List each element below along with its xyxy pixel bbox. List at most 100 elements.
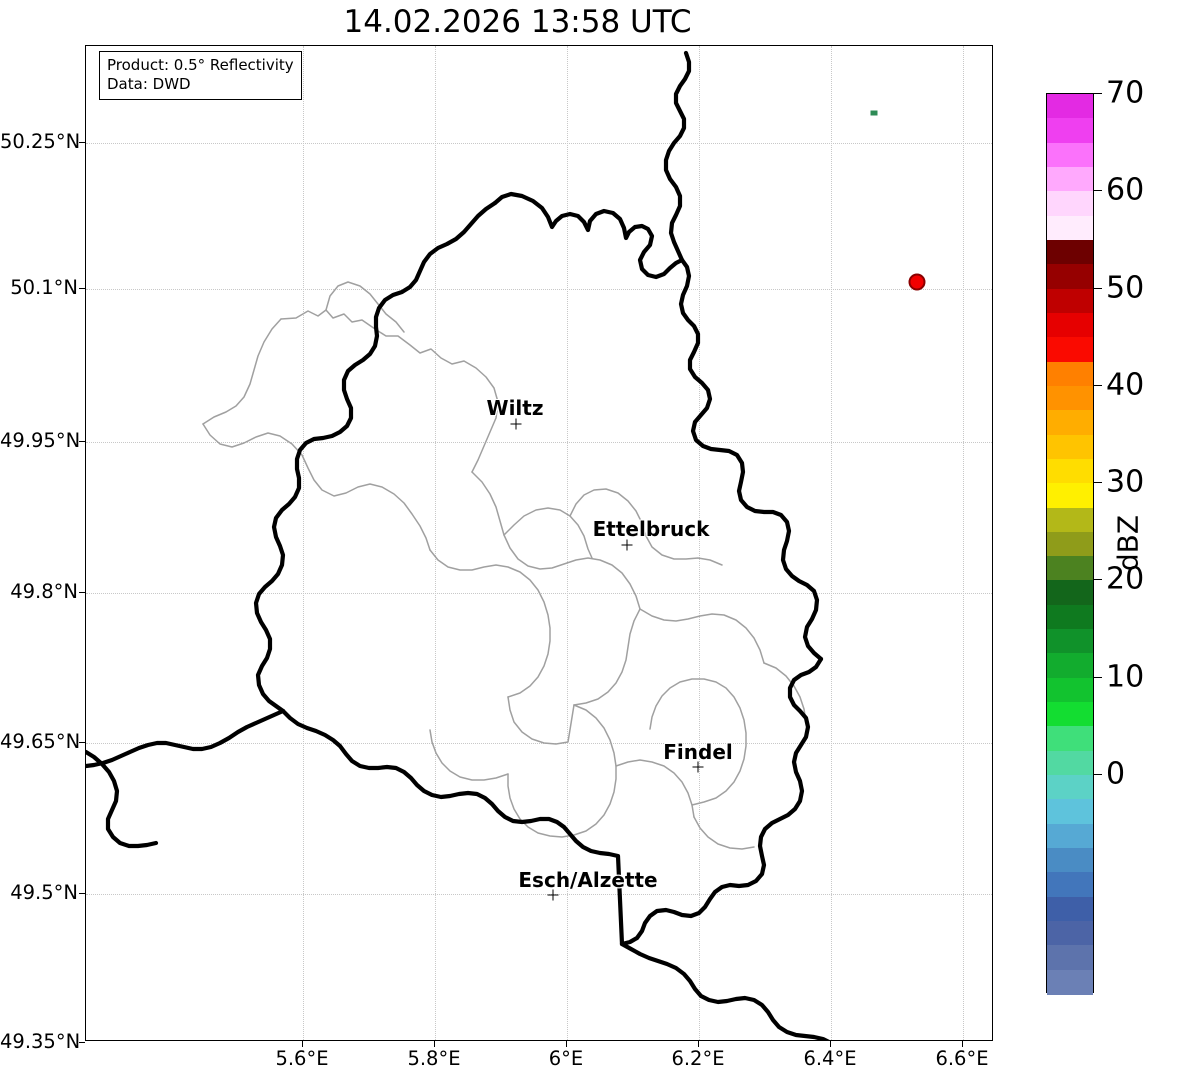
colorbar-tick-mark xyxy=(1094,579,1102,581)
colorbar-tick-mark xyxy=(1094,93,1102,94)
colorbar-band xyxy=(1047,848,1093,873)
colorbar-tick-mark xyxy=(1094,774,1102,776)
y-axis-tick-label: 49.5°N xyxy=(10,881,78,904)
x-axis-tick-mark xyxy=(302,1041,303,1047)
colorbar-band xyxy=(1047,726,1093,752)
colorbar-band xyxy=(1047,361,1093,387)
colorbar-band xyxy=(1047,410,1093,436)
colorbar-band xyxy=(1047,629,1093,655)
product-info-box: Product: 0.5° Reflectivity Data: DWD xyxy=(99,51,302,101)
colorbar-band xyxy=(1047,799,1093,825)
gridline-vertical xyxy=(567,46,568,1040)
gridline-vertical xyxy=(963,46,964,1040)
city-marker-icon xyxy=(547,889,559,901)
colorbar-band xyxy=(1047,702,1093,728)
y-axis-tick-mark xyxy=(79,288,85,289)
colorbar-tick-mark xyxy=(1094,676,1102,678)
colorbar-axis-label: dBZ xyxy=(1111,514,1145,572)
y-axis-tick-label: 49.8°N xyxy=(10,580,78,603)
canton-boundaries xyxy=(202,281,807,850)
city-marker-icon xyxy=(510,418,522,430)
map-plot-area[interactable]: Wiltz Ettelbruck Findel Esch/Alzette xyxy=(85,45,993,1041)
x-axis-tick-label: 6.4°E xyxy=(803,1047,857,1070)
colorbar-band xyxy=(1047,458,1093,484)
gridline-horizontal xyxy=(86,894,992,895)
radar-echo xyxy=(908,273,926,291)
gridline-vertical xyxy=(435,46,436,1040)
colorbar-band xyxy=(1047,556,1093,582)
colorbar-band xyxy=(1047,969,1093,995)
page-title: 14.02.2026 13:58 UTC xyxy=(343,4,692,40)
colorbar-band xyxy=(1047,945,1093,971)
colorbar-tick-label: 50 xyxy=(1106,270,1145,306)
colorbar-band xyxy=(1047,142,1093,168)
colorbar-tick-mark xyxy=(1094,287,1102,289)
colorbar-band xyxy=(1047,118,1093,144)
gridline-vertical xyxy=(831,46,832,1040)
x-axis-tick-label: 5.8°E xyxy=(407,1047,461,1070)
data-source-line: Data: DWD xyxy=(107,75,191,94)
colorbar-band xyxy=(1047,750,1093,776)
national-border-northwest xyxy=(253,200,498,714)
x-axis-tick-mark xyxy=(566,1041,567,1047)
gridline-horizontal xyxy=(86,289,992,290)
colorbar-band xyxy=(1047,312,1093,338)
colorbar-band xyxy=(1047,337,1093,363)
x-axis-tick-label: 6°E xyxy=(548,1047,584,1070)
y-axis-tick-mark xyxy=(79,1042,85,1043)
x-axis-tick-label: 5.6°E xyxy=(275,1047,329,1070)
colorbar-band xyxy=(1047,507,1093,533)
colorbar-tick-label: 30 xyxy=(1106,464,1145,500)
gridline-horizontal xyxy=(86,143,992,144)
colorbar-tick-mark xyxy=(1094,482,1102,484)
border-west-segment xyxy=(86,749,159,849)
colorbar-tick-label: 40 xyxy=(1106,367,1145,403)
city-label: Esch/Alzette xyxy=(518,868,658,892)
product-line: Product: 0.5° Reflectivity xyxy=(107,56,294,74)
y-axis-tick-label: 50.1°N xyxy=(10,276,78,299)
national-border-southeast-upper xyxy=(619,656,824,947)
colorbar-band xyxy=(1047,531,1093,557)
colorbar-band xyxy=(1047,483,1093,509)
colorbar-band xyxy=(1047,166,1093,192)
colorbar-band xyxy=(1047,677,1093,703)
x-axis-tick-label: 6.6°E xyxy=(935,1047,989,1070)
colorbar-band xyxy=(1047,239,1093,265)
colorbar-band xyxy=(1047,264,1093,290)
colorbar-tick-label: 10 xyxy=(1106,659,1145,695)
colorbar-band xyxy=(1047,434,1093,460)
city-label: Ettelbruck xyxy=(592,517,710,541)
y-axis-tick-label: 50.25°N xyxy=(0,130,81,153)
x-axis-tick-mark xyxy=(830,1041,831,1047)
colorbar-band xyxy=(1047,385,1093,411)
city-marker-icon xyxy=(692,761,704,773)
y-axis-tick-mark xyxy=(79,592,85,593)
colorbar-band xyxy=(1047,94,1093,119)
y-axis-tick-mark xyxy=(79,142,85,143)
colorbar-band xyxy=(1047,872,1093,898)
y-axis-tick-label: 49.95°N xyxy=(0,429,81,452)
national-border-southeast-lower xyxy=(619,941,830,1040)
gridline-horizontal xyxy=(86,743,992,744)
colorbar-band xyxy=(1047,580,1093,606)
x-axis-tick-mark xyxy=(962,1041,963,1047)
national-border-northeast xyxy=(492,50,692,280)
colorbar-band xyxy=(1047,215,1093,241)
colorbar-band xyxy=(1047,191,1093,217)
reflectivity-colorbar[interactable] xyxy=(1046,93,1094,995)
colorbar-band xyxy=(1047,604,1093,630)
colorbar-band xyxy=(1047,896,1093,922)
national-border-south xyxy=(280,708,625,947)
city-marker-icon xyxy=(621,539,633,551)
colorbar-band xyxy=(1047,288,1093,314)
colorbar-band xyxy=(1047,823,1093,849)
colorbar-band xyxy=(1047,653,1093,679)
y-axis-tick-label: 49.65°N xyxy=(0,730,81,753)
colorbar-band xyxy=(1047,775,1093,800)
national-border-east xyxy=(678,257,824,662)
colorbar-tick-label: 0 xyxy=(1106,756,1126,792)
x-axis-tick-mark xyxy=(698,1041,699,1047)
colorbar-tick-label: 60 xyxy=(1106,172,1145,208)
colorbar-tick-label: 20 xyxy=(1106,561,1145,597)
